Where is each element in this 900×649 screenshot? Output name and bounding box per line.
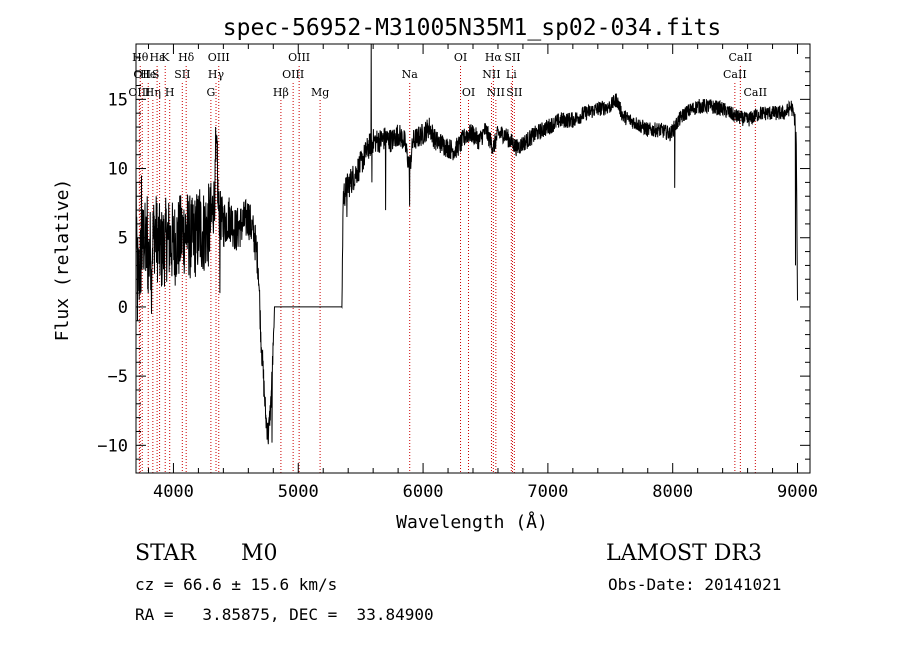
line-marker-label: Li	[506, 68, 517, 81]
line-marker-label: Hγ	[208, 68, 225, 81]
spectrum-line	[135, 43, 798, 445]
line-marker-label: OIII	[208, 51, 230, 64]
line-marker-label: K	[161, 51, 170, 64]
redshift-cz: cz = 66.6 ± 15.6 km/s	[135, 575, 338, 594]
x-axis-label: Wavelength (Å)	[396, 511, 548, 533]
line-marker-label: Hβ	[273, 86, 289, 99]
x-tick-label: 5000	[278, 482, 319, 502]
y-tick-label: 5	[118, 229, 128, 249]
y-tick-label: 15	[108, 90, 128, 110]
y-tick-label: −5	[108, 367, 128, 387]
line-marker-label: H	[165, 86, 175, 99]
x-tick-label: 4000	[153, 482, 194, 502]
line-marker-label: OI	[454, 51, 467, 64]
axis-tick-labels: 4000 5000 6000 7000 8000 9000 −10 −5 0 5 10 15	[97, 90, 818, 502]
y-tick-label: 10	[108, 160, 128, 180]
y-axis-label: Flux (relative)	[52, 179, 73, 342]
line-marker-label: OIII	[128, 86, 150, 99]
line-marker-label: Mg	[311, 86, 329, 99]
line-marker-label: Hε	[149, 51, 165, 64]
survey-name: LAMOST DR3	[606, 541, 762, 566]
line-marker-label: OIII	[282, 68, 304, 81]
line-marker-label: S	[152, 68, 160, 81]
line-marker-label: CaII	[723, 68, 747, 81]
line-marker-label: SII	[174, 68, 190, 81]
line-marker-label: Hη	[145, 86, 161, 99]
line-marker-label: He	[140, 68, 156, 81]
star-class: STAR	[135, 541, 196, 566]
x-tick-label: 7000	[527, 482, 568, 502]
line-markers	[138, 66, 756, 473]
line-marker-label: NII	[487, 86, 505, 99]
y-tick-label: −10	[97, 436, 128, 456]
line-marker-labels: HθOIIOIIIHeHηHεSKHSIIHδGHγOIIIHβOIIIOIII…	[128, 51, 767, 99]
x-tick-label: 8000	[652, 482, 693, 502]
chart-title: spec-56952-M31005N35M1_sp02-034.fits	[223, 15, 722, 41]
line-marker-label: CaII	[743, 86, 767, 99]
line-marker-label: OIII	[288, 51, 310, 64]
axis-ticks	[136, 43, 810, 473]
line-marker-label: OI	[462, 86, 475, 99]
obs-date: Obs-Date: 20141021	[608, 575, 782, 594]
ra-dec: RA = 3.85875, DEC = 33.84900	[135, 605, 434, 624]
line-marker-label: Hα	[485, 51, 503, 64]
line-marker-label: Na	[402, 68, 419, 81]
star-subclass: M0	[241, 541, 278, 566]
x-tick-label: 6000	[403, 482, 444, 502]
line-marker-label: CaII	[729, 51, 753, 64]
line-marker-label: Hδ	[178, 51, 195, 64]
line-marker-label: NII	[482, 68, 500, 81]
line-marker-label: SII	[504, 51, 520, 64]
line-marker-label: SII	[506, 86, 522, 99]
line-marker-label: G	[206, 86, 215, 99]
x-tick-label: 9000	[777, 482, 818, 502]
y-tick-label: 0	[118, 298, 128, 318]
